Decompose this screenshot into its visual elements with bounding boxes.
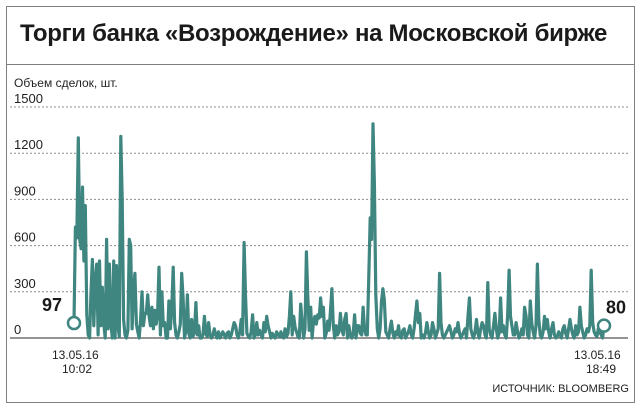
x-end-time-label: 18:49 xyxy=(586,362,616,376)
y-axis-label: Объем сделок, шт. xyxy=(14,76,118,90)
end-value-label: 80 xyxy=(606,298,626,318)
x-start-time-label: 10:02 xyxy=(62,362,92,376)
series-line xyxy=(72,122,606,340)
y-tick-label-900: 900 xyxy=(14,183,36,198)
y-tick-label-600: 600 xyxy=(14,230,36,245)
y-tick-label-300: 300 xyxy=(14,276,36,291)
start-point-marker xyxy=(66,315,82,331)
y-tick-label-1500: 1500 xyxy=(14,91,43,106)
y-tick-label-0: 0 xyxy=(14,322,21,337)
x-start-date-label: 13.05.16 xyxy=(52,348,99,362)
chart-frame xyxy=(6,6,635,403)
title-divider xyxy=(6,64,635,65)
source-note: ИСТОЧНИК: BLOOMBERG xyxy=(492,383,629,395)
end-point-marker xyxy=(596,318,612,333)
chart-title: Торги банка «Возрождение» на Московской … xyxy=(20,20,608,47)
y-tick-label-1200: 1200 xyxy=(14,137,43,152)
x-end-date-label: 13.05.16 xyxy=(574,348,621,362)
start-value-label: 97 xyxy=(42,295,62,315)
